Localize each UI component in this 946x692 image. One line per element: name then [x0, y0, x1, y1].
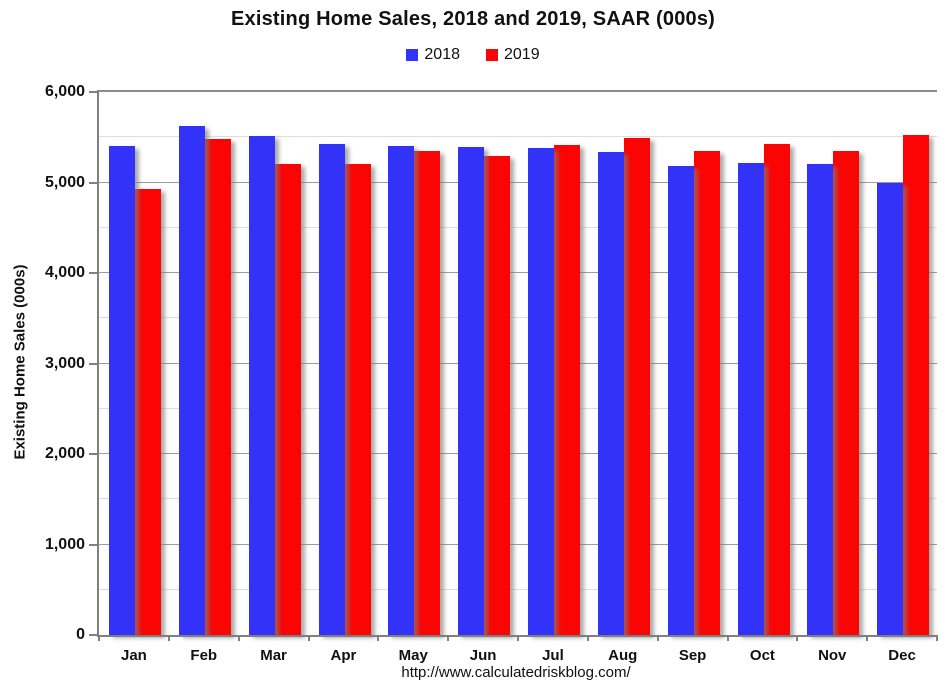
legend-swatch-2018-icon [406, 49, 419, 61]
legend-label-2019: 2019 [504, 46, 540, 63]
x-axis-label-may: May [398, 647, 428, 664]
chart-title: Existing Home Sales, 2018 and 2019, SAAR… [230, 8, 716, 30]
x-tick-3 [308, 635, 310, 641]
major-gridline-2000 [99, 453, 937, 454]
bar-2018-jun [458, 147, 485, 635]
legend-label-2018: 2018 [424, 46, 460, 63]
minor-gridline-4500 [99, 226, 937, 228]
x-tick-2 [238, 635, 240, 641]
bar-2018-dec [877, 182, 904, 635]
minor-gridline-2500 [99, 407, 937, 409]
source-url: http://www.calculatedriskblog.com/ [401, 664, 631, 681]
y-tick-1000 [89, 543, 98, 546]
bar-2019-feb [204, 139, 231, 635]
bar-2019-dec [903, 134, 930, 635]
bar-2019-oct [763, 143, 790, 635]
y-tick-6000 [89, 91, 98, 93]
bar-2018-aug [597, 151, 624, 635]
bar-2019-mar [274, 163, 301, 635]
bar-2018-jan [109, 146, 135, 635]
bar-2018-apr [318, 143, 345, 635]
y-tick-5000 [89, 181, 98, 184]
minor-gridline-500 [99, 588, 937, 590]
x-axis-label-mar: Mar [260, 647, 287, 664]
x-tick-6 [517, 635, 519, 641]
x-axis-label-sep: Sep [678, 647, 707, 664]
x-axis-label-feb: Feb [190, 647, 218, 664]
bar-2019-apr [344, 163, 371, 635]
bar-2019-sep [693, 150, 720, 635]
y-tick-label-1000: 1,000 [44, 535, 85, 553]
y-tick-label-3000: 3,000 [44, 354, 85, 372]
x-axis-label-jul: Jul [542, 647, 564, 664]
y-tick-label-0: 0 [76, 626, 85, 643]
bar-2018-may [388, 146, 415, 635]
legend: 2018 2019 [0, 46, 946, 64]
bar-2019-may [414, 150, 441, 635]
bar-2018-sep [667, 166, 694, 635]
x-axis-label-oct: Oct [749, 647, 775, 664]
x-axis-label-dec: Dec [888, 647, 916, 664]
bar-2018-feb [178, 126, 205, 635]
x-axis-label-jun: Jun [469, 647, 497, 664]
x-tick-12 [936, 635, 938, 641]
legend-item-2018: 2018 [406, 46, 460, 64]
y-tick-2000 [89, 453, 98, 455]
x-tick-7 [587, 635, 589, 641]
major-gridline-5000 [99, 181, 937, 183]
x-tick-9 [727, 635, 729, 641]
legend-swatch-2019-icon [486, 49, 498, 61]
x-axis-label-nov: Nov [818, 647, 847, 664]
legend-item-2019: 2019 [486, 46, 540, 64]
bar-2019-jul [554, 144, 580, 635]
major-gridline-1000 [99, 543, 937, 545]
minor-gridline-3500 [99, 317, 937, 319]
y-tick-label-2000: 2,000 [44, 445, 85, 462]
plot-area: 0 1,000 2,000 3,000 4,000 5,000 6,000 Jan Feb Mar… [45, 83, 938, 664]
bar-2019-nov [833, 150, 860, 635]
x-axis-label-apr: Apr [330, 647, 357, 664]
minor-gridline-5500 [99, 136, 937, 138]
x-tick-5 [447, 635, 449, 641]
bar-2018-nov [807, 163, 834, 635]
x-tick-1 [168, 635, 170, 641]
x-tick-8 [657, 635, 659, 641]
y-tick-label-6000: 6,000 [44, 83, 85, 100]
y-tick-3000 [89, 362, 98, 365]
y-tick-4000 [89, 272, 98, 274]
bar-2019-jun [484, 156, 511, 635]
bar-2019-aug [623, 138, 650, 635]
major-gridline-4000 [99, 272, 937, 273]
x-tick-11 [866, 635, 868, 641]
bar-2019-jan [135, 188, 161, 635]
x-axis-label-jan: Jan [120, 647, 147, 664]
bar-2018-jul [528, 148, 554, 635]
x-axis-label-aug: Aug [608, 647, 638, 664]
y-tick-0 [89, 634, 98, 636]
y-tick-label-5000: 5,000 [44, 173, 85, 191]
x-tick-4 [377, 635, 379, 641]
bar-2018-mar [248, 136, 275, 635]
major-gridline-3000 [99, 362, 937, 364]
x-tick-10 [796, 635, 798, 641]
y-tick-label-4000: 4,000 [44, 264, 85, 281]
bar-2018-oct [737, 162, 764, 635]
minor-gridline-1500 [99, 498, 937, 500]
x-tick-0 [98, 635, 100, 641]
